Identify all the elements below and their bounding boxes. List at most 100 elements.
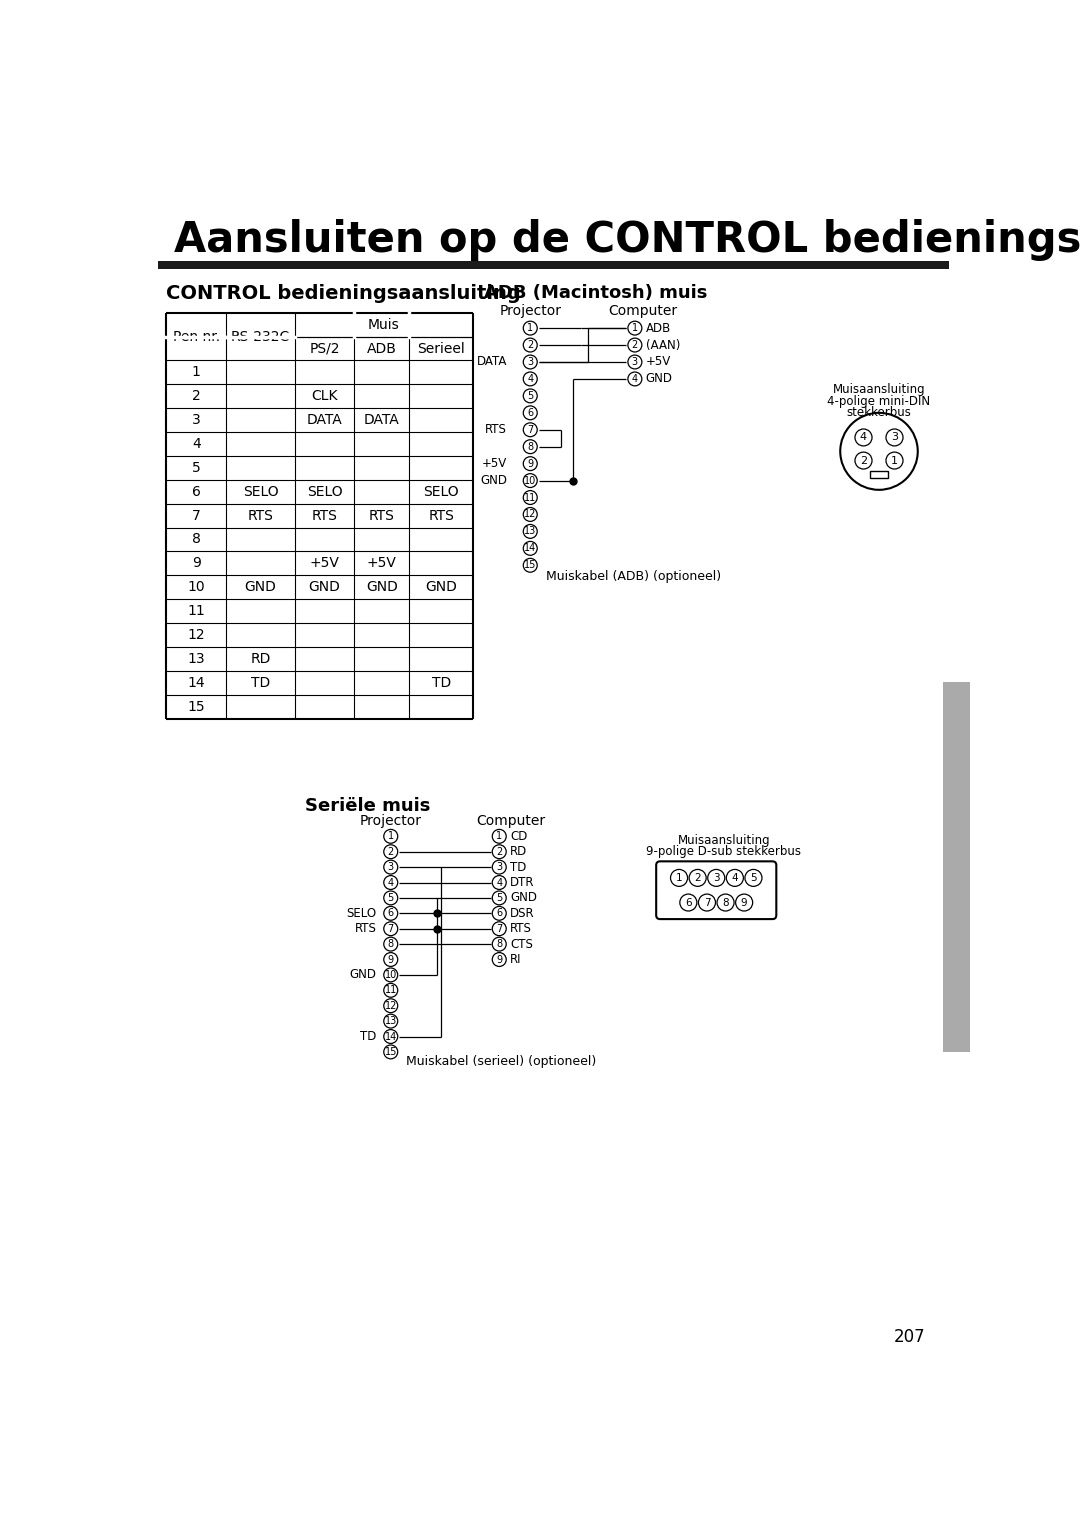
Text: 2: 2 bbox=[860, 455, 867, 466]
Text: GND: GND bbox=[426, 581, 457, 594]
Text: 8: 8 bbox=[723, 897, 729, 908]
Text: 3: 3 bbox=[388, 862, 394, 872]
Text: DATA: DATA bbox=[307, 413, 342, 428]
Text: 5: 5 bbox=[527, 391, 534, 400]
Text: 4: 4 bbox=[632, 374, 638, 384]
Circle shape bbox=[727, 869, 743, 886]
Text: 6: 6 bbox=[192, 484, 201, 498]
Text: 1: 1 bbox=[527, 322, 534, 333]
Circle shape bbox=[524, 406, 537, 420]
Text: 5: 5 bbox=[751, 872, 757, 883]
Text: PS/2: PS/2 bbox=[309, 342, 340, 356]
Circle shape bbox=[383, 845, 397, 859]
Text: RTS: RTS bbox=[355, 923, 377, 935]
Text: Computer: Computer bbox=[608, 304, 677, 318]
Circle shape bbox=[679, 894, 697, 911]
FancyBboxPatch shape bbox=[943, 683, 971, 1051]
Text: 3: 3 bbox=[713, 872, 719, 883]
Text: ADB: ADB bbox=[367, 342, 396, 356]
Circle shape bbox=[383, 1045, 397, 1059]
Text: 13: 13 bbox=[188, 652, 205, 666]
Text: 207: 207 bbox=[894, 1328, 926, 1346]
Text: 4: 4 bbox=[860, 432, 867, 443]
Text: 9: 9 bbox=[496, 955, 502, 964]
Text: 4: 4 bbox=[731, 872, 738, 883]
Circle shape bbox=[383, 906, 397, 920]
Text: 7: 7 bbox=[388, 924, 394, 934]
Text: SELO: SELO bbox=[423, 484, 459, 498]
Text: RS-232C: RS-232C bbox=[231, 330, 291, 344]
Circle shape bbox=[383, 952, 397, 966]
Circle shape bbox=[524, 354, 537, 368]
Text: 3: 3 bbox=[192, 413, 201, 428]
Text: 6: 6 bbox=[388, 908, 394, 918]
FancyBboxPatch shape bbox=[159, 261, 948, 269]
Text: 7: 7 bbox=[192, 509, 201, 523]
Text: Serieel: Serieel bbox=[417, 342, 465, 356]
Text: GND: GND bbox=[350, 969, 377, 981]
Text: Muisaansluiting: Muisaansluiting bbox=[677, 834, 770, 847]
Circle shape bbox=[627, 371, 642, 387]
Circle shape bbox=[383, 1030, 397, 1044]
Text: TD: TD bbox=[510, 860, 526, 874]
Text: Projector: Projector bbox=[360, 814, 422, 828]
Text: RTS: RTS bbox=[510, 923, 532, 935]
Text: RTS: RTS bbox=[369, 509, 395, 523]
Text: 2: 2 bbox=[192, 390, 201, 403]
Text: GND: GND bbox=[309, 581, 340, 594]
Text: Muiskabel (ADB) (optioneel): Muiskabel (ADB) (optioneel) bbox=[545, 570, 720, 584]
Text: 5: 5 bbox=[192, 461, 201, 475]
Text: 1: 1 bbox=[632, 322, 638, 333]
Text: Muis: Muis bbox=[368, 318, 400, 332]
Text: 8: 8 bbox=[192, 532, 201, 547]
Text: ADB: ADB bbox=[646, 321, 671, 335]
Text: TD: TD bbox=[251, 675, 270, 689]
Circle shape bbox=[840, 413, 918, 490]
Text: CTS: CTS bbox=[510, 938, 532, 950]
Text: 9: 9 bbox=[741, 897, 747, 908]
Text: SELO: SELO bbox=[347, 906, 377, 920]
Text: SELO: SELO bbox=[243, 484, 279, 498]
Circle shape bbox=[671, 869, 688, 886]
Circle shape bbox=[735, 894, 753, 911]
Text: DTR: DTR bbox=[510, 876, 535, 889]
Text: Seriële muis: Seriële muis bbox=[305, 796, 430, 814]
Text: 2: 2 bbox=[632, 341, 638, 350]
Circle shape bbox=[627, 338, 642, 351]
Text: Projector: Projector bbox=[499, 304, 562, 318]
Text: GND: GND bbox=[510, 891, 537, 905]
Text: 8: 8 bbox=[496, 940, 502, 949]
Text: GND: GND bbox=[244, 581, 276, 594]
Text: 15: 15 bbox=[384, 1047, 397, 1057]
Text: 4: 4 bbox=[192, 437, 201, 451]
Text: stekkerbus: stekkerbus bbox=[847, 406, 912, 419]
Circle shape bbox=[383, 984, 397, 998]
FancyBboxPatch shape bbox=[870, 471, 888, 478]
Circle shape bbox=[699, 894, 715, 911]
Circle shape bbox=[383, 830, 397, 843]
Text: Computer: Computer bbox=[476, 814, 545, 828]
Circle shape bbox=[886, 452, 903, 469]
Text: 11: 11 bbox=[187, 604, 205, 619]
Circle shape bbox=[383, 1015, 397, 1028]
Text: 2: 2 bbox=[496, 847, 502, 857]
Circle shape bbox=[524, 338, 537, 351]
Text: DATA: DATA bbox=[364, 413, 400, 428]
Text: 11: 11 bbox=[384, 986, 396, 995]
Text: 1: 1 bbox=[388, 831, 394, 842]
Text: 4: 4 bbox=[496, 877, 502, 888]
Text: RTS: RTS bbox=[247, 509, 273, 523]
Text: DSR: DSR bbox=[510, 906, 535, 920]
Circle shape bbox=[524, 457, 537, 471]
Text: 13: 13 bbox=[384, 1016, 396, 1027]
Text: 6: 6 bbox=[685, 897, 691, 908]
Text: 5: 5 bbox=[496, 892, 502, 903]
Text: RTS: RTS bbox=[311, 509, 337, 523]
Circle shape bbox=[886, 429, 903, 446]
Circle shape bbox=[745, 869, 762, 886]
Text: 3: 3 bbox=[891, 432, 897, 443]
Circle shape bbox=[383, 937, 397, 950]
Text: 2: 2 bbox=[388, 847, 394, 857]
Text: 7: 7 bbox=[704, 897, 711, 908]
Text: 15: 15 bbox=[524, 561, 537, 570]
